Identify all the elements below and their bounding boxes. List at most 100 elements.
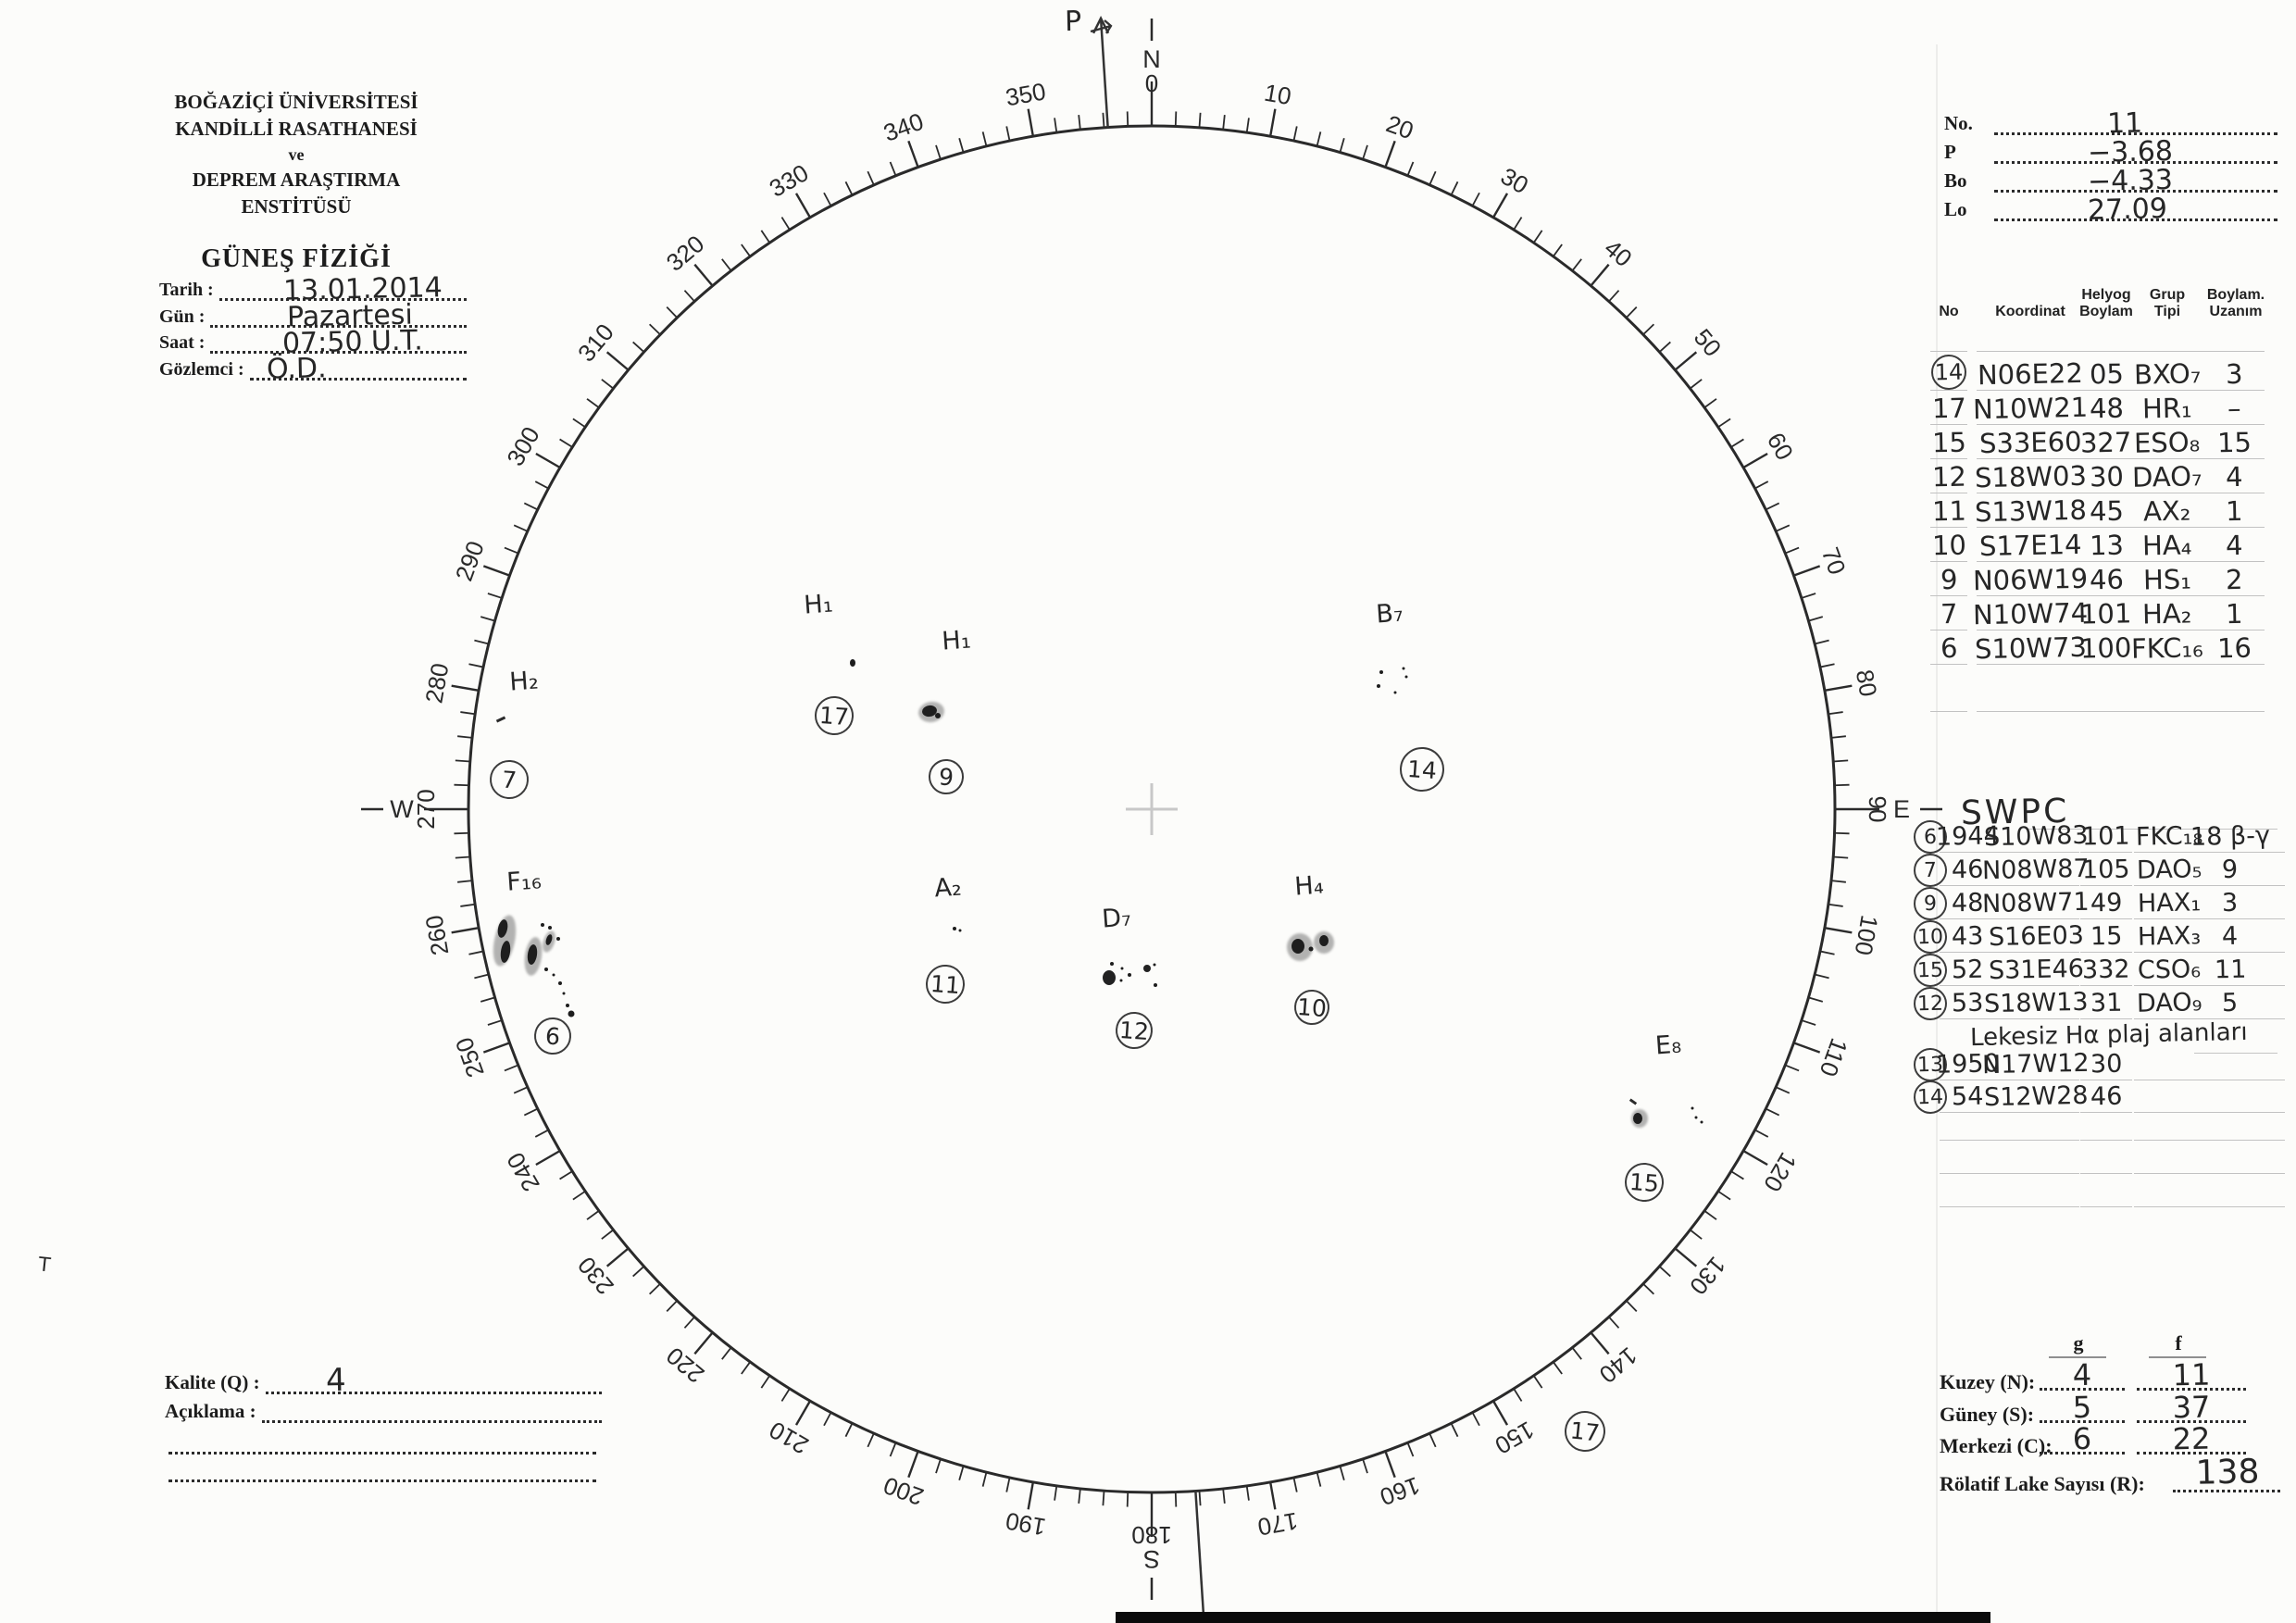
- cell-value: 53: [1951, 988, 1984, 1018]
- aciklama-extra-line-2: [168, 1479, 596, 1482]
- table-cell: 1950: [1935, 1049, 2000, 1080]
- center-crosshair: [1126, 783, 1178, 835]
- table-cell: S10W73: [1974, 630, 2087, 665]
- cell-value: HR₁: [2141, 391, 2193, 425]
- table-cell: [1940, 1142, 1995, 1174]
- aciklama-extra-line-1: [168, 1452, 596, 1454]
- totals-row-central: Merkezi (C): 6 22: [1940, 1421, 2284, 1458]
- quality-block: Kalite (Q) : 4 Açıklama :: [165, 1362, 602, 1487]
- groups-table-row: 15 S33E60 327 ESO₈ 15: [1928, 425, 2296, 459]
- totals-col-g-underline: [2049, 1356, 2106, 1358]
- dial-degree-label: 40: [1599, 234, 1637, 273]
- table-cell: N08W87: [1982, 855, 2090, 886]
- totals-col-g: g: [2073, 1331, 2084, 1355]
- sunspot-group-12-spots: [1103, 962, 1157, 987]
- table-cell: [2134, 1109, 2204, 1141]
- swpc-row: 9 48 N08W71 49 HAX₁ 3: [1907, 886, 2287, 921]
- groups-table-row: 6 S10W73 100 FKC₁₆ 16: [1928, 630, 2296, 665]
- cardinal-north-label: N: [1142, 45, 1161, 73]
- cell-value: 4: [2225, 529, 2243, 561]
- dial-degree-label: 200: [880, 1471, 927, 1511]
- table-cell: –: [2203, 392, 2265, 425]
- swpc-note-line: [2194, 1053, 2277, 1054]
- cell-value: S16E03: [1988, 920, 2084, 953]
- swpc-title-line: [2028, 829, 2277, 830]
- cell-value: 11: [1931, 494, 1966, 527]
- dial-degree-label: 70: [1816, 543, 1852, 578]
- swpc-plage-row: 14 54 S12W28 46: [1907, 1080, 2287, 1115]
- cardinal-east-label: E: [1893, 795, 1910, 823]
- observation-form-fields: Tarih : 13.01.2014 Gün : Pazartesi Saat …: [159, 271, 467, 386]
- cell-value: 46: [2089, 563, 2124, 595]
- table-cell: 1: [2203, 597, 2265, 630]
- cell-value: N17W12: [1981, 1048, 2090, 1080]
- sunspot-group-14-spots: [1377, 667, 1408, 694]
- field-gun-label: Gün :: [159, 306, 206, 327]
- table-cell: 7: [1930, 597, 1967, 630]
- table-cell: HS₁: [2128, 563, 2206, 596]
- table-cell: 4: [2203, 529, 2265, 562]
- cell-value: 52: [1951, 955, 1984, 985]
- table-cell: [1930, 318, 1967, 352]
- table-cell: 49: [2080, 888, 2132, 919]
- sunspot-pore: [1128, 973, 1131, 977]
- dial-degree-label: 140: [1594, 1342, 1643, 1389]
- table-cell: 46: [2080, 1081, 2132, 1113]
- sunspot-umbra: [1103, 970, 1116, 985]
- table-cell: 17: [1930, 392, 1967, 425]
- table-cell: N06W19: [1973, 562, 2088, 596]
- totals-central-g: 6: [2072, 1420, 2092, 1457]
- p-angle-line-top: [1099, 18, 1109, 128]
- totals-north-f-line: [2137, 1369, 2246, 1391]
- sunspot-group-6-spots: [493, 915, 575, 1017]
- scan-fold-line: [1936, 44, 1938, 1623]
- totals-block: g f Kuzey (N): 4 11 Güney (S): 5 37 Merk…: [1940, 1331, 2284, 1507]
- table-cell: 10: [1930, 529, 1967, 562]
- groups-table-header-koordinat: Koordinat: [1995, 304, 2065, 319]
- aciklama-row: Açıklama :: [165, 1395, 602, 1423]
- cell-value: 05: [2089, 357, 2124, 390]
- cell-value: BXO₇: [2133, 356, 2202, 391]
- groups-table-row: 10 S17E14 13 HA₄ 4: [1928, 528, 2296, 562]
- table-cell: 5: [2176, 988, 2285, 1019]
- ephemeris-bo-label: Bo: [1944, 169, 1967, 192]
- sunspot-pore: [1404, 675, 1408, 679]
- field-gozlemci-line: Ö.D.: [249, 352, 467, 386]
- ephemeris-lo: Lo 27.09: [1944, 193, 2277, 227]
- table-cell: 12: [1930, 460, 1967, 493]
- sunspot-pore: [558, 981, 562, 985]
- cell-value: N10W21: [1972, 391, 2089, 425]
- totals-north-f: 11: [2172, 1356, 2211, 1393]
- dial-degree-label: 270: [412, 789, 440, 829]
- dial-degree-label: 60: [1762, 428, 1799, 465]
- table-cell: [2176, 1176, 2285, 1207]
- swpc-note: Lekesiz Hα plaj alanları: [1969, 1017, 2248, 1053]
- groups-table-row: 12 S18W03 30 DAO₇ 4: [1928, 459, 2296, 493]
- cell-value: 6: [1940, 631, 1958, 664]
- table-cell: 332: [2080, 955, 2132, 986]
- dial-degree-label: 30: [1496, 162, 1533, 199]
- cell-value: 17: [1931, 392, 1966, 424]
- ephemeris-p-label: P: [1944, 141, 1956, 163]
- table-cell: N10W21: [1973, 391, 2088, 425]
- table-cell: [2128, 679, 2206, 712]
- sunspot-pore: [1700, 1120, 1703, 1124]
- org-line-1: BOĞAZİÇİ ÜNİVERSİTESİ: [174, 91, 418, 113]
- cell-value: 327: [2079, 425, 2133, 459]
- table-cell: 1: [2203, 494, 2265, 528]
- table-cell: S12W28: [1983, 1081, 2089, 1113]
- sunspot-group-11-spots: [953, 927, 962, 932]
- sunspot-pore: [935, 713, 941, 718]
- field-saat-line: 07:50 U.T.: [210, 324, 467, 360]
- swpc-blank-row: [1907, 1176, 2287, 1207]
- dial-degree-label: 240: [501, 1148, 545, 1197]
- table-cell: 05: [2079, 357, 2133, 391]
- table-cell: 30: [2079, 460, 2133, 493]
- table-cell: 53: [1940, 988, 1995, 1019]
- p-label-arrow: [1090, 19, 1113, 34]
- dial-degree-label: 180: [1131, 1521, 1171, 1549]
- swpc-row: 10 43 S16E03 15 HAX₃ 4: [1907, 919, 2287, 955]
- cell-value: 10: [1931, 529, 1966, 561]
- table-cell: 101: [2079, 597, 2133, 630]
